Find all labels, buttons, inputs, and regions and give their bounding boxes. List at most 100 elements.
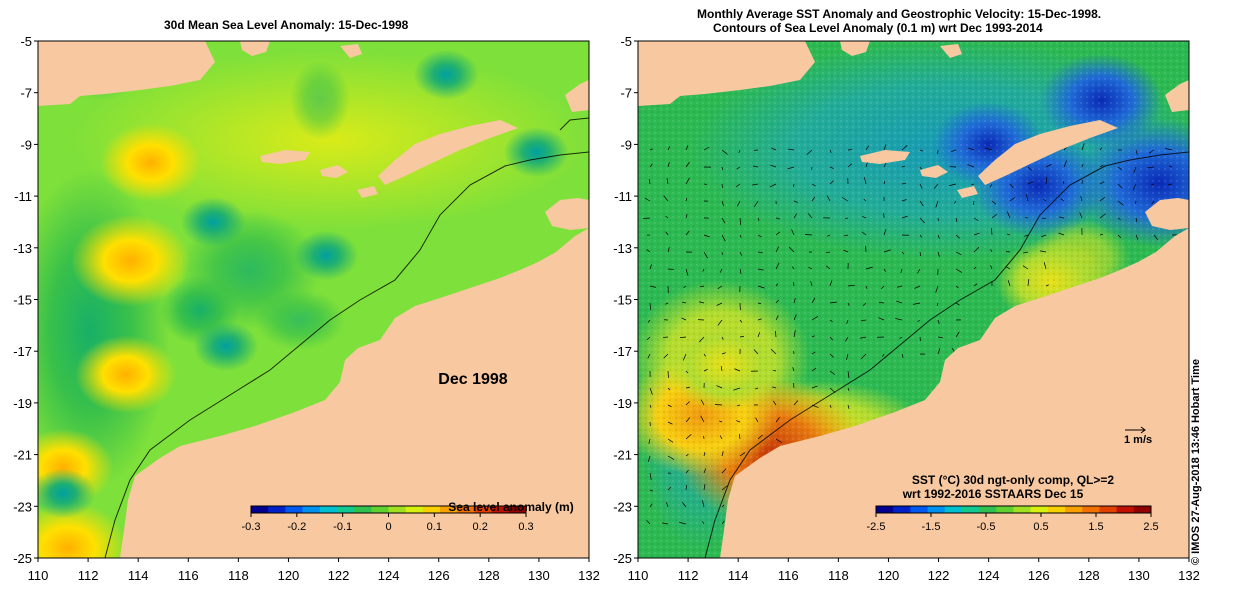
velocity-arrow xyxy=(968,147,975,151)
velocity-arrow xyxy=(649,503,653,508)
velocity-arrow xyxy=(703,251,708,259)
velocity-arrow xyxy=(847,284,855,287)
velocity-arrow xyxy=(788,246,795,253)
velocity-arrow xyxy=(1099,147,1103,151)
velocity-arrow xyxy=(973,266,977,270)
x-tick-label: 112 xyxy=(78,568,99,583)
colorbar-segment xyxy=(927,506,946,513)
velocity-arrow xyxy=(1135,217,1138,222)
velocity-arrow xyxy=(901,182,906,185)
velocity-vectors xyxy=(642,143,1180,527)
velocity-arrow xyxy=(951,149,957,152)
colorbar-segment xyxy=(457,506,475,513)
velocity-arrow xyxy=(739,234,742,238)
velocity-arrow xyxy=(755,417,759,423)
velocity-arrow xyxy=(1040,250,1047,253)
velocity-arrow xyxy=(685,386,690,389)
velocity-arrow xyxy=(1006,211,1011,219)
velocity-arrow xyxy=(771,147,777,151)
velocity-arrow xyxy=(739,268,742,274)
colorbar-segment xyxy=(996,506,1014,513)
velocity-arrow xyxy=(1151,200,1155,205)
velocity-arrow xyxy=(773,369,777,372)
velocity-arrow xyxy=(649,472,652,480)
velocity-arrow xyxy=(646,520,651,525)
velocity-arrow xyxy=(955,268,963,273)
y-tick-label: -11 xyxy=(14,189,32,204)
colorbar-segment xyxy=(1133,506,1152,513)
velocity-arrow xyxy=(935,200,939,208)
velocity-arrow xyxy=(1080,196,1083,202)
velocity-arrow xyxy=(739,335,744,338)
velocity-arrow xyxy=(829,149,832,153)
velocity-arrow xyxy=(919,149,923,152)
y-tick-label: -5 xyxy=(620,34,632,49)
colorbar-segment xyxy=(1082,506,1100,513)
velocity-arrow xyxy=(973,200,975,206)
colorbar-tick-label: -0.3 xyxy=(242,521,261,533)
velocity-arrow xyxy=(772,400,777,406)
velocity-arrow xyxy=(775,217,780,220)
velocity-arrow xyxy=(1079,212,1083,219)
velocity-arrow xyxy=(772,386,777,389)
colorbar-segment xyxy=(491,506,510,513)
velocity-arrow xyxy=(665,215,669,219)
velocity-arrow xyxy=(703,369,708,372)
sla-field-patch xyxy=(255,290,345,350)
y-tick-label: -17 xyxy=(613,344,632,359)
x-tick-label: 114 xyxy=(728,568,749,583)
velocity-arrow xyxy=(1081,164,1084,168)
velocity-arrow xyxy=(649,148,653,151)
y-tick-label: -9 xyxy=(620,137,632,152)
velocity-arrow xyxy=(736,200,741,207)
velocity-arrow xyxy=(811,196,816,202)
x-tick-label: 132 xyxy=(1178,568,1200,583)
velocity-arrow xyxy=(719,268,723,273)
y-tick-label: -9 xyxy=(20,137,32,152)
velocity-arrow xyxy=(955,331,960,338)
sst-colorbar: -2.5 -1.5 -0.5 0.5 1.5 2.5 xyxy=(867,505,1159,533)
velocity-arrow xyxy=(989,183,993,188)
velocity-arrow xyxy=(667,146,670,151)
sla-low-feature xyxy=(503,127,569,178)
colorbar-segment xyxy=(910,506,929,513)
colorbar-segment xyxy=(508,506,527,513)
velocity-arrow xyxy=(1117,200,1124,206)
velocity-arrow xyxy=(847,302,850,306)
velocity-arrow xyxy=(1027,166,1032,171)
velocity-arrow xyxy=(757,217,760,221)
velocity-arrow xyxy=(717,285,723,289)
velocity-arrow xyxy=(793,314,797,321)
velocity-arrow xyxy=(721,451,724,457)
velocity-arrow xyxy=(826,251,831,254)
sla-high-feature xyxy=(100,123,202,202)
imos-credit: © IMOS 27-Aug-2018 13:46 Hobart Time xyxy=(1190,359,1202,565)
velocity-arrow xyxy=(862,216,867,219)
velocity-arrow xyxy=(1133,166,1137,173)
velocity-arrow xyxy=(933,183,939,189)
velocity-arrow xyxy=(793,183,795,188)
velocity-arrow xyxy=(914,285,921,289)
velocity-arrow xyxy=(954,200,957,204)
velocity-arrow xyxy=(685,401,690,406)
velocity-arrow xyxy=(685,268,689,276)
velocity-arrow xyxy=(991,200,997,205)
y-tick-label: -7 xyxy=(620,86,632,101)
colorbar-segment xyxy=(302,506,321,513)
velocity-scale-arrow xyxy=(1125,426,1146,434)
velocity-arrow xyxy=(775,330,777,338)
colorbar-segment xyxy=(319,506,338,513)
velocity-arrow xyxy=(703,452,706,457)
colorbar-segment xyxy=(285,506,304,513)
velocity-arrow xyxy=(955,234,960,239)
velocity-arrow xyxy=(721,234,726,242)
velocity-scale-label: 1 m/s xyxy=(1124,434,1152,446)
velocity-arrow xyxy=(791,266,795,270)
velocity-arrow xyxy=(811,297,816,304)
colorbar-segment xyxy=(474,506,493,513)
velocity-arrow xyxy=(644,197,651,202)
velocity-arrow xyxy=(754,200,759,208)
velocity-arrow xyxy=(829,319,833,322)
velocity-arrow xyxy=(757,434,763,440)
x-tick-label: 122 xyxy=(328,568,350,583)
